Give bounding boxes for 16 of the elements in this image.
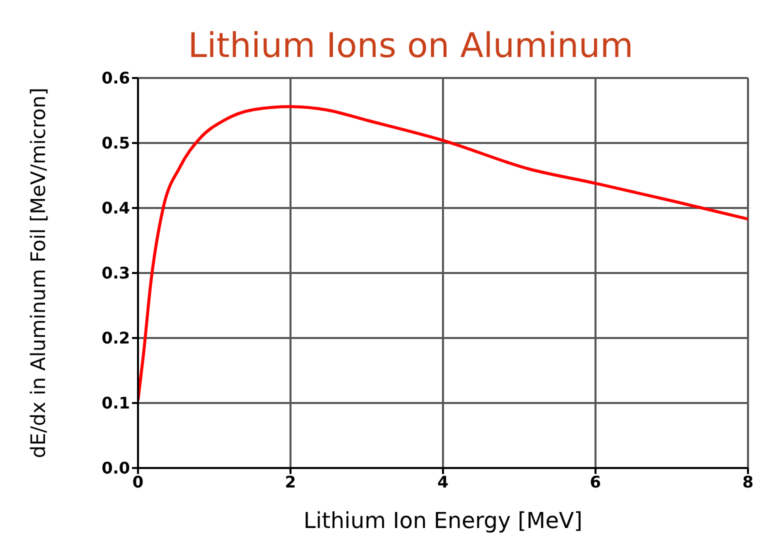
y-tick-label: 0.2 [102,328,130,348]
x-tick-label: 2 [284,472,296,492]
x-tick-label: 4 [437,472,449,492]
y-tick-label: 0.5 [102,134,130,153]
y-tick-label: 0.6 [102,68,130,88]
x-tick-label: 8 [742,472,754,492]
line-series [138,105,748,402]
y-tick-label: 0.3 [102,264,130,283]
y-tick-label: 0.4 [102,198,130,218]
y-tick-label: 0.0 [102,458,130,478]
y-axis-title: dE/dx in Aluminum Foil [MeV/micron] [26,88,50,458]
x-axis-title: Lithium Ion Energy [MeV] [303,509,583,534]
x-tick-label: 0 [132,472,144,492]
x-tick-label: 6 [590,472,602,492]
chart-title: Lithium Ions on Aluminum [188,26,634,66]
y-tick-label: 0.1 [102,394,130,413]
